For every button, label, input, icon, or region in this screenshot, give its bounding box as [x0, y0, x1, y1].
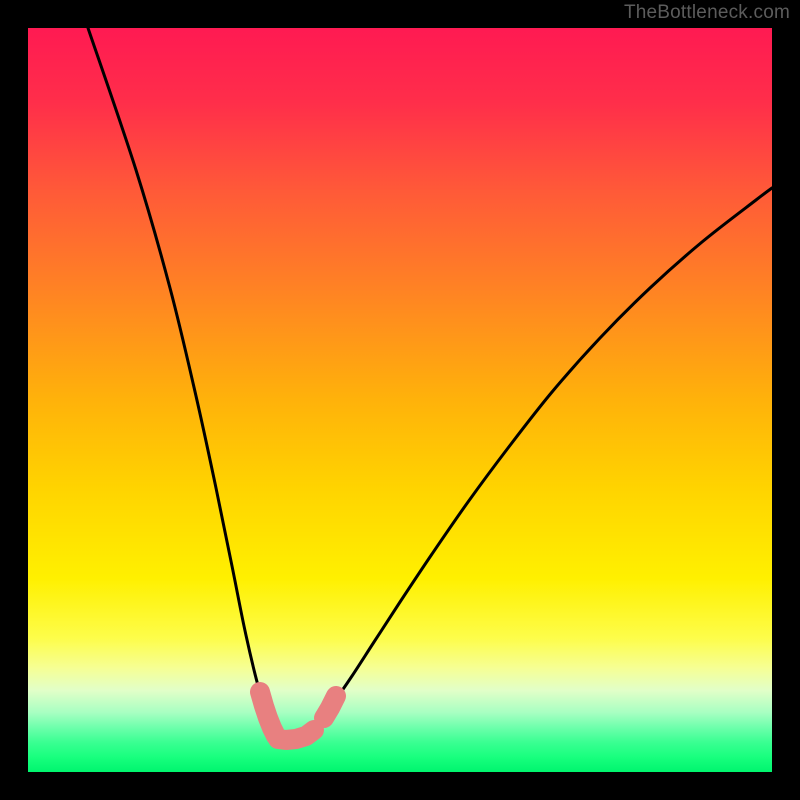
marker-segment — [278, 730, 314, 740]
gradient-bg — [28, 28, 772, 772]
plot-area — [28, 28, 772, 772]
chart-frame: TheBottleneck.com — [0, 0, 800, 800]
watermark-text: TheBottleneck.com — [624, 2, 790, 24]
chart-svg — [28, 28, 772, 772]
marker-segment — [324, 696, 336, 718]
